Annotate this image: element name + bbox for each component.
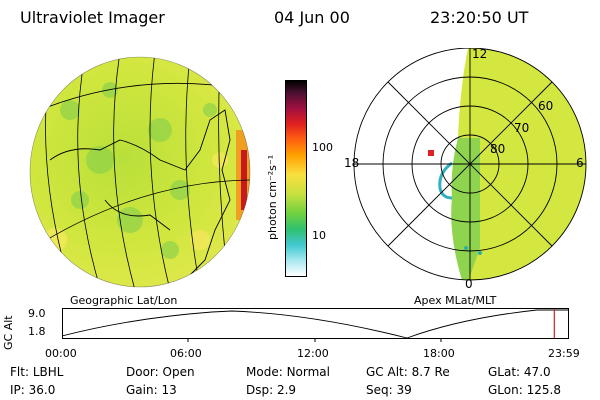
image-background: [30, 57, 250, 287]
time-tick-2359: 23:59: [548, 347, 580, 360]
mlt-lines: [354, 48, 586, 280]
info-door: Door: Open: [126, 365, 195, 379]
mlt-label-0: 0: [465, 277, 473, 290]
instrument-title: Ultraviolet Imager: [20, 8, 165, 27]
time-tick-0000: 00:00: [45, 347, 77, 360]
time-tick-1200: 12:00: [297, 347, 329, 360]
colorbar-tick-100: 100: [312, 141, 333, 154]
colorbar-tick-10: 10: [312, 229, 326, 242]
time-tick-0600: 06:00: [170, 347, 202, 360]
mlt-label-6: 6: [576, 156, 584, 170]
mlat-label-70: 70: [514, 121, 529, 135]
info-gc-alt: GC Alt: 8.7 Re: [366, 365, 450, 379]
colorbar-unit-label: photon cm⁻²s⁻¹: [266, 154, 279, 240]
info-seq: Seq: 39: [366, 383, 412, 397]
info-glat: GLat: 47.0: [488, 365, 551, 379]
left-panel-caption: Geographic Lat/Lon: [70, 294, 178, 307]
coastline: [49, 109, 231, 276]
mlt-label-12: 12: [472, 48, 487, 61]
altitude-ytick-low: 1.8: [28, 325, 46, 338]
altitude-curve: [62, 309, 568, 339]
color-scale-bar: [285, 80, 307, 277]
info-ip: IP: 36.0: [10, 383, 56, 397]
mlat-label-60: 60: [538, 99, 553, 113]
info-mode: Mode: Normal: [246, 365, 330, 379]
right-panel-caption: Apex MLat/MLT: [414, 294, 497, 307]
time-tick-1800: 18:00: [423, 347, 455, 360]
info-glon: GLon: 125.8: [488, 383, 561, 397]
geographic-image: [29, 56, 251, 288]
info-filter: Flt: LBHL: [10, 365, 64, 379]
aurora-spot: [428, 150, 434, 156]
info-gain: Gain: 13: [126, 383, 177, 397]
altitude-plot: [62, 308, 569, 342]
mlat-label-80: 80: [490, 142, 505, 156]
info-dsp: Dsp: 2.9: [246, 383, 297, 397]
polar-plot: 12 18 6 0 60 70 80: [344, 48, 587, 290]
observation-time: 23:20:50 UT: [430, 8, 529, 27]
altitude-ylabel: GC Alt: [2, 315, 15, 350]
observation-date: 04 Jun 00: [274, 8, 350, 27]
altitude-ytick-high: 9.0: [28, 307, 46, 320]
image-texture: [60, 82, 217, 259]
mlt-label-18: 18: [344, 156, 359, 170]
